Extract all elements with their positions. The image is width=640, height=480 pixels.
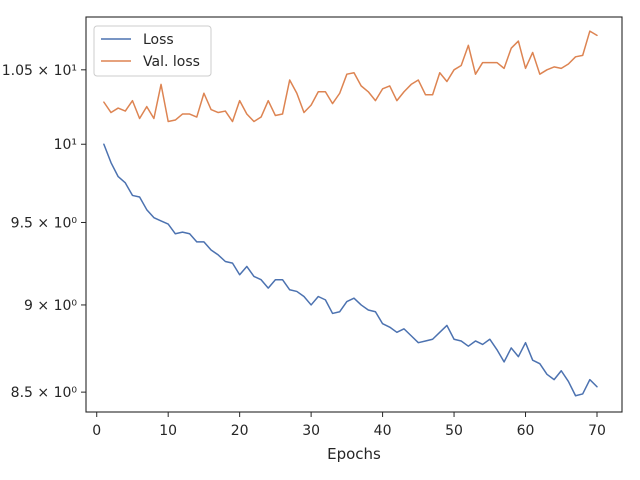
y-tick-label: 8.5 × 10⁰	[11, 385, 78, 401]
series-line-0	[103, 143, 598, 397]
x-tick-label: 70	[588, 423, 606, 439]
y-tick-label: 9.5 × 10⁰	[11, 215, 78, 231]
legend: Loss Val. loss	[93, 25, 212, 77]
plot-area: 0 10 20 30 40 50 60 70 8.5 × 10⁰ 9 × 10⁰ 9.5 × 10⁰…	[2, 16, 623, 439]
x-tick-label: 50	[445, 423, 463, 439]
y-tick-label: 9 × 10⁰	[24, 298, 77, 314]
x-tick-label: 0	[92, 423, 101, 439]
x-tick-label: 10	[159, 423, 177, 439]
y-tick-label: 10¹	[54, 137, 77, 153]
legend-label: Loss	[143, 32, 174, 48]
legend-label: Val. loss	[143, 54, 200, 70]
series-line-1	[103, 30, 598, 123]
x-tick-label: 60	[517, 423, 535, 439]
x-tick-label: 20	[231, 423, 249, 439]
x-tick-label: 40	[374, 423, 392, 439]
y-tick-label: 1.05 × 10¹	[2, 63, 77, 79]
x-axis-label: Epochs	[327, 445, 381, 463]
x-tick-label: 30	[302, 423, 320, 439]
axes-frame	[85, 16, 623, 413]
